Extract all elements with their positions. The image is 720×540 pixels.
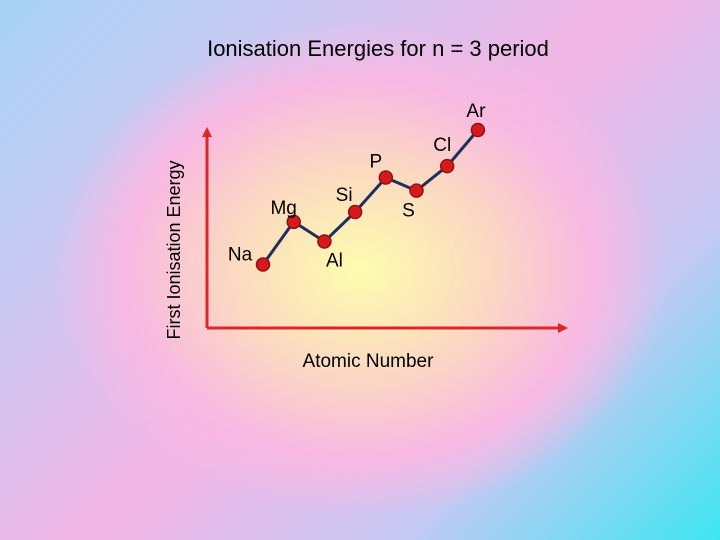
- point-label-group: Na Mg Al Si P S Cl Ar: [228, 101, 486, 272]
- point-label-mg: Mg: [270, 198, 296, 219]
- data-point-na: [255, 257, 271, 272]
- data-point-al: [317, 234, 332, 249]
- data-point-p: [378, 170, 394, 185]
- chart-title: Ionisation Energies for n = 3 period: [207, 36, 549, 61]
- point-label-na: Na: [228, 244, 253, 265]
- data-point-group: [255, 122, 486, 272]
- point-label-cl: Cl: [433, 135, 451, 156]
- point-label-ar: Ar: [466, 101, 486, 122]
- data-point-mg: [286, 214, 301, 230]
- point-label-p: P: [369, 152, 382, 173]
- data-point-si: [347, 204, 363, 220]
- data-point-s: [409, 183, 424, 198]
- y-axis-label: First Ionisation Energy: [164, 160, 184, 339]
- x-axis-label: Atomic Number: [303, 351, 435, 372]
- point-label-s: S: [402, 201, 415, 222]
- data-point-ar: [470, 122, 486, 138]
- point-label-si: Si: [336, 185, 353, 206]
- point-label-al: Al: [326, 251, 343, 272]
- data-point-cl: [439, 158, 455, 174]
